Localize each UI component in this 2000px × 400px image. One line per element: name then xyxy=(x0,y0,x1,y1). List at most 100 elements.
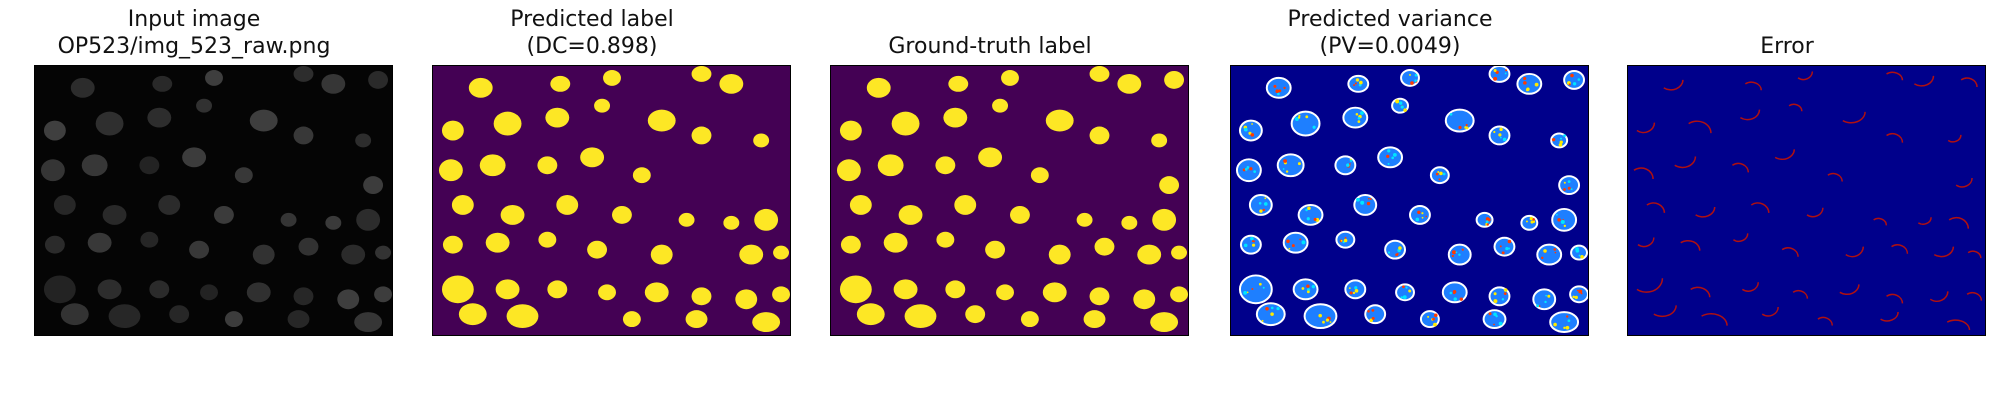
variance-speckle xyxy=(1367,309,1370,313)
variance-speckle xyxy=(1563,326,1566,330)
variance-ring xyxy=(1409,204,1431,225)
error-boundary xyxy=(1946,319,1971,331)
nucleus xyxy=(200,284,218,301)
variance-ring xyxy=(1235,158,1262,183)
variance-speckle xyxy=(1488,312,1492,316)
variance-speckle xyxy=(1568,83,1571,86)
variance-nucleus xyxy=(1348,75,1369,92)
variance-speckle xyxy=(1402,285,1405,289)
variance-nucleus xyxy=(1551,133,1568,148)
variance-speckle xyxy=(1251,243,1256,247)
variance-speckle xyxy=(1392,152,1397,157)
error-boundary xyxy=(1774,149,1796,161)
variance-speckle xyxy=(1305,115,1309,119)
variance-speckle xyxy=(1312,125,1316,129)
variance-speckle xyxy=(1354,82,1357,85)
nucleus xyxy=(140,231,159,248)
segmented-nucleus xyxy=(1048,244,1071,265)
variance-speckle xyxy=(1557,218,1561,222)
variance-speckle xyxy=(1306,290,1310,294)
variance-speckle xyxy=(1386,154,1390,158)
variance-speckle xyxy=(1499,136,1502,139)
variance-speckle xyxy=(1574,295,1578,300)
variance-speckle xyxy=(1352,291,1356,295)
variance-speckle xyxy=(1523,81,1527,85)
segmented-nucleus xyxy=(580,147,605,168)
variance-ring xyxy=(1520,214,1539,231)
segmented-nucleus xyxy=(954,195,977,215)
segmented-nucleus xyxy=(495,279,520,300)
variance-ring xyxy=(1516,72,1543,95)
variance-speckle xyxy=(1275,89,1280,93)
error-boundary xyxy=(1663,79,1684,91)
variance-speckle xyxy=(1357,117,1361,120)
title-line2: (DC=0.898) xyxy=(526,34,658,59)
variance-speckle xyxy=(1297,162,1301,166)
error-boundary xyxy=(1739,109,1761,121)
segmented-nucleus xyxy=(538,231,557,248)
segmented-nucleus xyxy=(893,279,918,300)
nucleus xyxy=(356,208,381,231)
segmented-nucleus xyxy=(978,147,1003,168)
segmented-nucleus xyxy=(1170,286,1188,303)
segmented-nucleus xyxy=(611,205,632,224)
segmented-nucleus xyxy=(936,231,955,248)
segmented-nucleus xyxy=(500,204,525,225)
variance-speckle xyxy=(1387,162,1390,165)
variance-speckle xyxy=(1452,290,1457,294)
segmented-nucleus xyxy=(556,195,579,215)
variance-ring xyxy=(1419,310,1440,329)
nucleus xyxy=(169,305,190,324)
variance-speckle xyxy=(1371,316,1375,320)
variance-ring xyxy=(1558,175,1581,196)
variance-speckle xyxy=(1349,163,1351,165)
nucleus xyxy=(213,205,234,224)
variance-speckle xyxy=(1301,287,1305,290)
segmented-nucleus xyxy=(840,235,861,254)
error-boundary xyxy=(1817,316,1834,326)
segmented-nucleus xyxy=(451,195,474,215)
nucleus xyxy=(293,66,314,82)
variance-speckle xyxy=(1387,149,1391,153)
segmented-nucleus xyxy=(1133,289,1156,310)
variance-speckle xyxy=(1499,127,1503,132)
variance-ring xyxy=(1335,230,1356,249)
error-boundary xyxy=(1690,286,1711,298)
variance-speckle xyxy=(1493,76,1498,81)
segmented-nucleus xyxy=(992,98,1009,113)
variance-speckle xyxy=(1400,296,1403,299)
variance-speckle xyxy=(1313,217,1317,221)
variance-speckle xyxy=(1576,289,1579,292)
variance-speckle xyxy=(1433,322,1437,327)
variance-nucleus xyxy=(1378,147,1403,168)
nucleus xyxy=(293,287,314,306)
variance-speckle xyxy=(1243,127,1248,132)
nucleus xyxy=(196,98,213,113)
nucleus xyxy=(280,212,297,227)
variance-speckle xyxy=(1507,247,1511,250)
nucleus xyxy=(182,147,207,168)
variance-ring xyxy=(1265,76,1292,99)
variance-speckle xyxy=(1415,217,1420,222)
segmented-nucleus xyxy=(1151,133,1168,148)
variance-speckle xyxy=(1437,171,1440,174)
segmented-nucleus xyxy=(753,133,770,148)
nucleus xyxy=(152,75,173,92)
nucleus xyxy=(139,156,160,175)
nucleus xyxy=(249,109,278,132)
nucleus xyxy=(374,286,392,303)
input-image-canvas xyxy=(35,66,392,335)
variance-speckle xyxy=(1306,217,1310,221)
nucleus xyxy=(368,70,389,89)
variance-ring xyxy=(1276,153,1305,178)
variance-speckle xyxy=(1570,188,1573,191)
variance-speckle xyxy=(1276,307,1280,311)
variance-speckle xyxy=(1501,251,1505,255)
segmented-nucleus xyxy=(935,156,956,175)
error-boundary xyxy=(1761,306,1779,317)
error-boundary xyxy=(1674,156,1697,169)
segmented-nucleus xyxy=(644,282,669,303)
error-boundary xyxy=(1792,290,1809,299)
variance-speckle xyxy=(1278,89,1282,93)
variance-ring xyxy=(1353,194,1378,216)
